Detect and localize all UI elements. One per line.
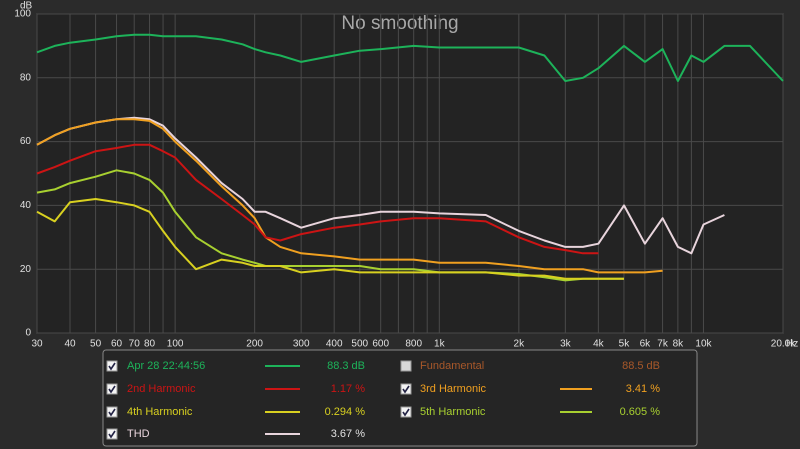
- x-tick-label: 70: [129, 339, 141, 350]
- series-line: [36, 33, 784, 82]
- check-mark: [402, 408, 410, 417]
- x-tick-label: 40: [64, 339, 76, 350]
- chart-title: No smoothing: [341, 13, 458, 34]
- legend-readout: 3.41 %: [626, 383, 660, 395]
- y-axis-label: dB: [20, 1, 33, 12]
- legend-label: 3rd Harmonic: [420, 383, 487, 395]
- legend-label: THD: [127, 428, 150, 440]
- legend-readout: 3.67 %: [331, 428, 365, 440]
- legend-box: [102, 349, 698, 447]
- y-tick-label: 100: [14, 9, 31, 20]
- y-tick-label: 60: [20, 136, 32, 147]
- legend-readout: 88.3 dB: [327, 360, 365, 372]
- x-tick-label: 7k: [657, 339, 669, 350]
- legend-readout: 88.5 dB: [622, 360, 660, 372]
- x-tick-label: 3k: [560, 339, 572, 350]
- legend-label: 5th Harmonic: [420, 406, 486, 418]
- y-tick-label: 40: [20, 200, 32, 211]
- check-mark: [108, 362, 116, 371]
- x-tick-label: 50: [90, 339, 102, 350]
- series-line: [36, 118, 663, 274]
- x-tick-label: 60: [111, 339, 123, 350]
- legend-label: 4th Harmonic: [127, 406, 193, 418]
- x-tick-label: 20.0k: [771, 339, 796, 350]
- x-tick-label: 1k: [434, 339, 446, 350]
- legend-checkbox[interactable]: [106, 406, 118, 418]
- check-mark: [402, 385, 410, 394]
- x-tick-label: 2k: [514, 339, 526, 350]
- x-tick-label: 80: [144, 339, 156, 350]
- legend-readout: 1.17 %: [331, 383, 365, 395]
- series-line: [36, 198, 624, 280]
- plot-area: [36, 13, 784, 334]
- x-tick-label: 6k: [640, 339, 652, 350]
- x-tick-label: 800: [405, 339, 422, 350]
- check-mark: [108, 408, 116, 417]
- legend-checkbox[interactable]: [106, 383, 118, 395]
- y-tick-label: 80: [20, 72, 32, 83]
- legend-checkbox[interactable]: [106, 428, 118, 440]
- x-tick-label: 8k: [673, 339, 685, 350]
- x-tick-label: 10k: [695, 339, 712, 350]
- series-line: [36, 143, 599, 255]
- legend-label: 2nd Harmonic: [127, 383, 196, 395]
- legend-checkbox[interactable]: [106, 360, 118, 372]
- x-tick-label: 100: [167, 339, 184, 350]
- x-tick-label: 300: [293, 339, 310, 350]
- check-mark: [108, 430, 116, 439]
- x-axis-unit: Hz: [786, 339, 798, 350]
- legend-readout: 0.294 %: [325, 406, 366, 418]
- legend-checkbox[interactable]: [400, 383, 412, 395]
- series-line: [36, 116, 725, 255]
- x-tick-label: 30: [31, 339, 43, 350]
- legend-checkbox[interactable]: [400, 360, 412, 372]
- legend-readout: 0.605 %: [620, 406, 661, 418]
- check-mark: [108, 385, 116, 394]
- legend-label: Fundamental: [420, 360, 484, 372]
- x-tick-label: 4k: [593, 339, 605, 350]
- legend-label: Apr 28 22:44:56: [127, 360, 205, 372]
- x-tick-label: 500: [351, 339, 368, 350]
- y-tick-label: 0: [25, 328, 31, 339]
- x-tick-label: 400: [326, 339, 343, 350]
- x-tick-label: 600: [372, 339, 389, 350]
- y-tick-label: 20: [20, 264, 32, 275]
- x-tick-label: 200: [246, 339, 263, 350]
- x-tick-label: 5k: [619, 339, 631, 350]
- legend-checkbox[interactable]: [400, 406, 412, 418]
